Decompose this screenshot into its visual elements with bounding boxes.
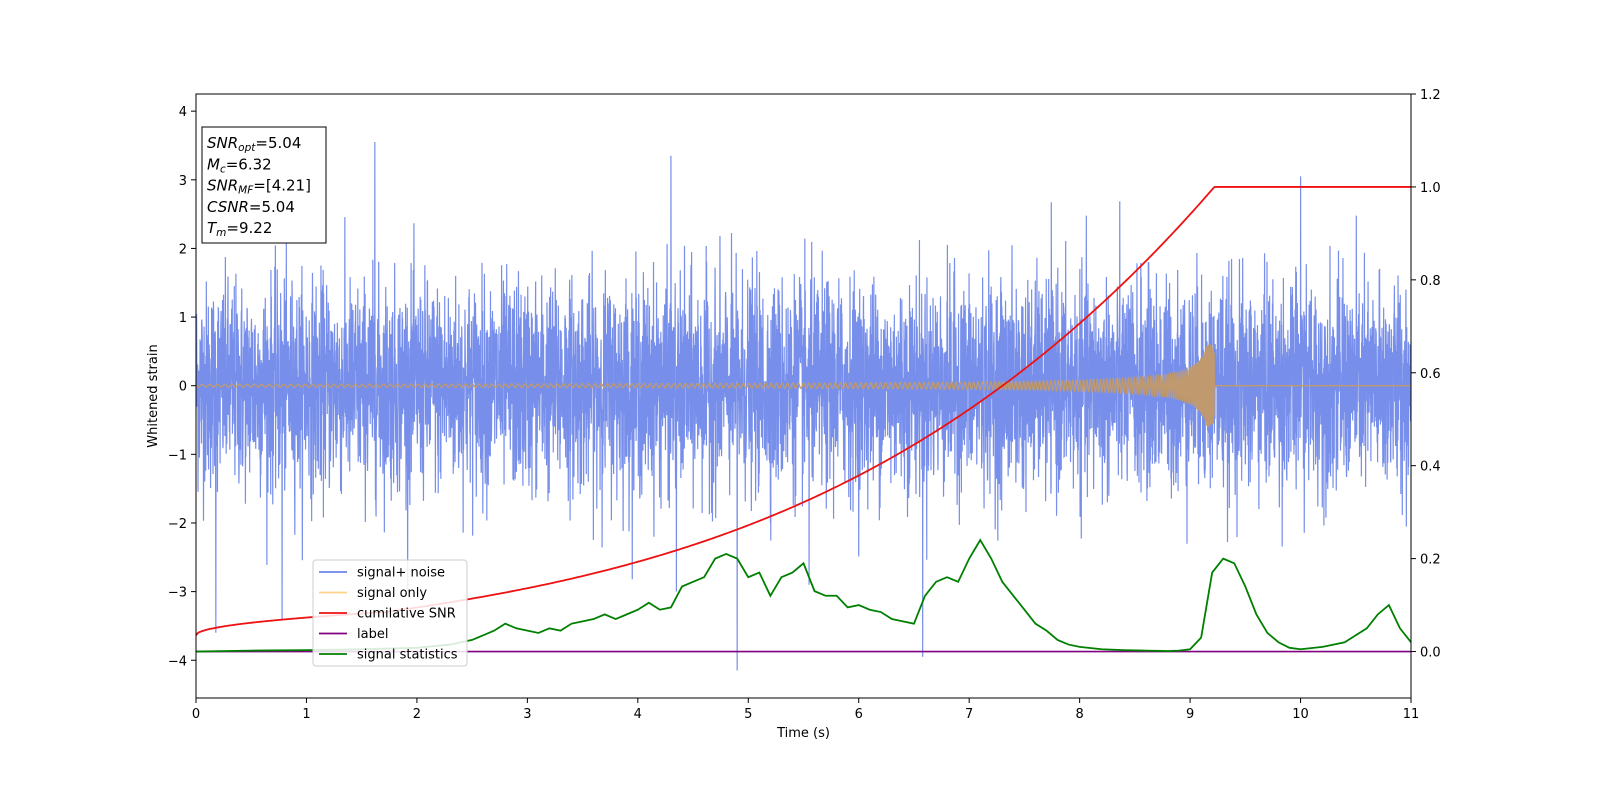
y-tick-label: −1 [168, 448, 187, 463]
legend-frame [312, 559, 468, 667]
y2-tick-label: 0.0 [1420, 646, 1441, 661]
y2-tick-label: 0.4 [1420, 460, 1441, 475]
y-tick-label: 4 [179, 105, 187, 120]
y2-tick-label: 1.2 [1420, 88, 1441, 103]
y-tick-label: −2 [168, 517, 187, 532]
x-tick-label: 5 [744, 707, 752, 722]
y-tick-label: 3 [179, 174, 187, 189]
y-axis-right: 0.0 0.2 0.4 0.6 0.8 1.0 1.2 [1411, 88, 1441, 661]
legend-entry: signal only [357, 586, 427, 601]
x-tick-label: 11 [1403, 707, 1420, 722]
x-axis: 0 1 2 3 4 5 6 7 8 9 10 11 [192, 698, 1419, 722]
info-line: Tm=9.22 [207, 219, 272, 239]
y-tick-label: −3 [168, 586, 187, 601]
y-axis-left: −4 −3 −2 −1 0 1 2 3 4 [168, 105, 196, 669]
info-line: SNRMF=[4.21] [207, 177, 311, 197]
x-tick-label: 9 [1186, 707, 1194, 722]
x-tick-label: 0 [192, 707, 200, 722]
info-line: Mc=6.32 [207, 155, 272, 175]
y-tick-label: 0 [179, 380, 187, 395]
legend-entry: cumilative SNR [357, 607, 456, 622]
x-tick-label: 3 [523, 707, 531, 722]
x-tick-label: 1 [302, 707, 310, 722]
y-tick-label: −4 [168, 654, 187, 669]
x-tick-label: 2 [413, 707, 421, 722]
x-axis-label: Time (s) [776, 726, 830, 741]
info-line: SNRopt=5.04 [207, 134, 301, 154]
y-tick-label: 2 [179, 242, 187, 257]
y2-tick-label: 1.0 [1420, 181, 1441, 196]
x-tick-label: 6 [855, 707, 863, 722]
x-tick-label: 8 [1075, 707, 1083, 722]
x-tick-label: 7 [965, 707, 973, 722]
x-tick-label: 4 [634, 707, 642, 722]
legend-entry: signal+ noise [357, 566, 445, 581]
x-tick-label: 10 [1292, 707, 1309, 722]
info-line: CSNR=5.04 [207, 198, 295, 216]
y-tick-label: 1 [179, 311, 187, 326]
y-axis-label: Whitened strain [146, 344, 161, 447]
y2-tick-label: 0.8 [1420, 274, 1441, 289]
legend: signal+ noise signal only cumilative SNR la… [312, 559, 468, 667]
y2-tick-label: 0.2 [1420, 553, 1441, 568]
legend-entry: signal statistics [357, 648, 458, 663]
plot-frame [195, 93, 1412, 699]
series-signal-statistics [196, 538, 1411, 653]
series-signal-only [196, 344, 1411, 427]
y2-tick-label: 0.6 [1420, 367, 1441, 382]
legend-entry: label [357, 627, 388, 642]
info-box-frame [201, 126, 327, 244]
